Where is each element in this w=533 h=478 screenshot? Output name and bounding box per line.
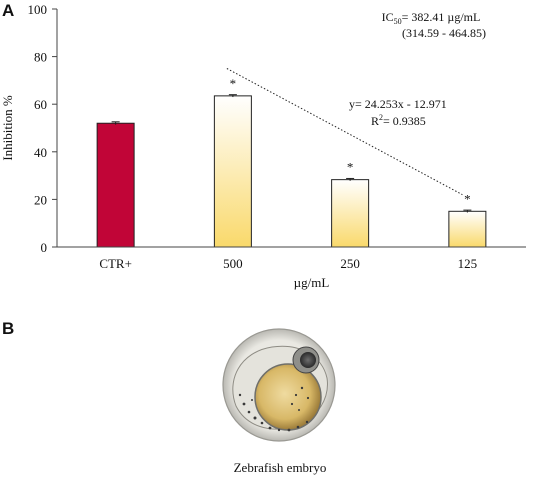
y-axis-title: Inhibition % [0, 95, 15, 161]
embryo-pigment-cells [238, 386, 310, 432]
regression-equation: y= 24.253x - 12.971 [349, 97, 447, 111]
x-tick-label: 500 [223, 256, 243, 271]
x-axis-tick-labels: CTR+ 500 250 125 [99, 256, 477, 271]
panel-a-label: A [2, 1, 14, 20]
x-tick-label: CTR+ [99, 256, 132, 271]
embryo-eye [300, 352, 316, 368]
regression-r-squared: R2= 0.9385 [371, 113, 426, 128]
regression-trend-line [226, 68, 463, 196]
ic50-value-label: IC50= 382.41 µg/mL [382, 10, 481, 26]
panel-b-label: B [2, 319, 14, 338]
ic50-confidence-interval: (314.59 - 464.85) [402, 26, 486, 40]
zebrafish-embryo-image [222, 328, 336, 442]
significance-marker: * [464, 191, 471, 206]
bar-250 [331, 179, 370, 248]
embryo-yolk [254, 363, 322, 431]
r2-value: = 0.9385 [383, 114, 426, 128]
ic50-subscript: 50 [394, 17, 402, 26]
ic50-value: = 382.41 µg/mL [402, 10, 481, 24]
bar-500 [213, 95, 252, 248]
y-tick-label: 40 [34, 145, 47, 160]
bars: * * * [96, 76, 487, 248]
x-tick-label: 250 [340, 256, 360, 271]
bar-ctr [96, 122, 135, 248]
bar-125 [448, 210, 487, 248]
ic50-prefix: IC [382, 10, 394, 24]
x-axis-title: µg/mL [294, 275, 330, 290]
panel-b-caption: Zebrafish embryo [234, 460, 327, 475]
y-axis-ticks: 0 20 40 60 80 100 [28, 2, 57, 255]
y-tick-label: 80 [34, 50, 47, 65]
y-tick-label: 0 [41, 240, 48, 255]
significance-marker: * [230, 76, 237, 91]
r2-prefix: R [371, 114, 379, 128]
y-tick-label: 60 [34, 97, 47, 112]
y-tick-label: 100 [28, 2, 48, 17]
significance-marker: * [347, 160, 354, 175]
x-tick-label: 125 [458, 256, 478, 271]
y-tick-label: 20 [34, 192, 47, 207]
r2-superscript: 2 [379, 113, 383, 122]
